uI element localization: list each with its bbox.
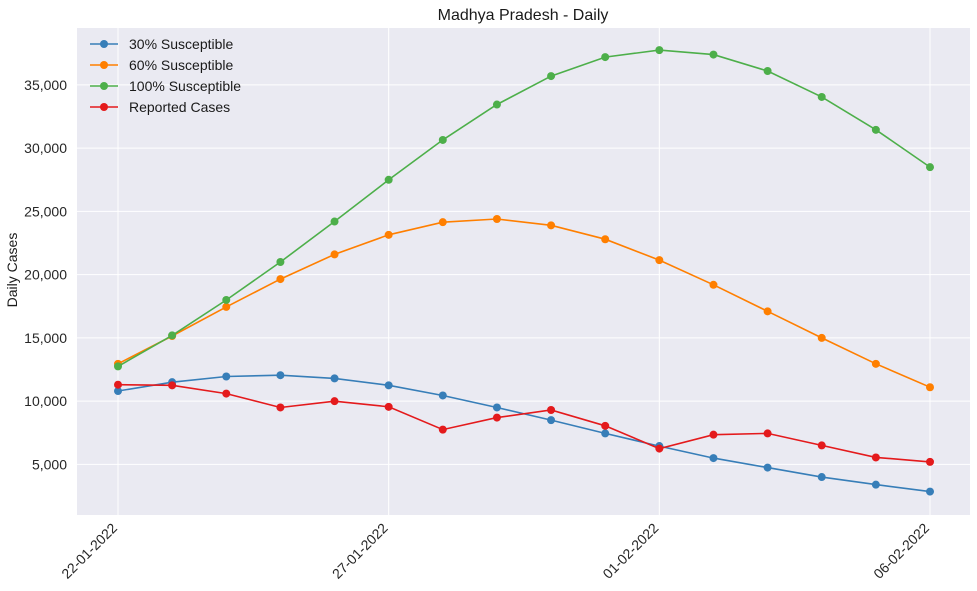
data-point	[871, 480, 880, 489]
legend: 30% Susceptible 60% Susceptible 100% Susce…	[90, 36, 241, 115]
y-tick-label: 15,000	[24, 330, 67, 346]
grid-lines	[77, 28, 970, 515]
data-point	[709, 50, 718, 59]
y-tick-label: 25,000	[24, 203, 67, 219]
data-point	[438, 218, 447, 227]
series-layer	[114, 46, 934, 496]
data-point	[601, 421, 610, 430]
data-point	[330, 217, 339, 226]
data-point	[547, 221, 556, 230]
x-tick-label: 01-02-2022	[599, 520, 661, 582]
y-tick-label: 35,000	[24, 77, 67, 93]
plot-area	[77, 28, 970, 515]
legend-label: Reported Cases	[129, 99, 230, 115]
x-tick-label: 22-01-2022	[58, 520, 120, 582]
data-point	[817, 441, 826, 450]
y-tick-label: 5,000	[32, 456, 67, 472]
data-point	[547, 72, 556, 81]
legend-label: 100% Susceptible	[129, 78, 241, 94]
data-point	[709, 280, 718, 289]
data-point	[709, 454, 718, 463]
data-point	[547, 416, 556, 425]
x-tick-label: 27-01-2022	[329, 520, 391, 582]
data-point	[926, 487, 934, 496]
data-point	[871, 359, 880, 368]
x-tick-label: 06-02-2022	[870, 520, 932, 582]
data-point	[655, 444, 664, 453]
legend-item: 30% Susceptible	[90, 36, 234, 52]
data-point	[817, 473, 826, 482]
y-axis-label: Daily Cases	[4, 233, 20, 308]
chart-title: Madhya Pradesh - Daily	[438, 7, 609, 24]
legend-label: 60% Susceptible	[129, 57, 234, 73]
data-point	[168, 381, 177, 390]
data-point	[926, 383, 934, 392]
data-point	[601, 429, 610, 438]
legend-marker	[100, 61, 108, 69]
y-tick-label: 10,000	[24, 393, 67, 409]
data-point	[763, 463, 772, 472]
legend-marker	[100, 82, 108, 90]
data-point	[330, 397, 339, 406]
legend-marker	[100, 103, 108, 111]
legend-item: 100% Susceptible	[90, 78, 241, 94]
legend-item: Reported Cases	[90, 99, 230, 115]
data-point	[222, 302, 231, 311]
data-point	[601, 53, 610, 62]
data-point	[763, 307, 772, 316]
data-point	[655, 256, 664, 265]
legend-marker	[100, 40, 108, 48]
legend-label: 30% Susceptible	[129, 36, 234, 52]
series-3	[114, 46, 934, 371]
legend-item: 60% Susceptible	[90, 57, 234, 73]
data-point	[276, 275, 285, 284]
data-point	[438, 391, 447, 400]
data-point	[222, 389, 231, 398]
x-axis: 22-01-2022 27-01-2022 01-02-2022 06-02-2022	[58, 520, 932, 582]
data-point	[709, 430, 718, 439]
data-point	[168, 331, 177, 340]
data-point	[384, 230, 393, 239]
data-point	[438, 135, 447, 144]
series-line	[117, 49, 931, 368]
data-point	[871, 453, 880, 462]
series-line	[117, 218, 931, 388]
data-point	[926, 457, 934, 466]
data-point	[384, 381, 393, 390]
data-point	[114, 380, 122, 389]
y-tick-label: 30,000	[24, 140, 67, 156]
series-line	[117, 383, 931, 463]
data-point	[384, 175, 393, 184]
data-point	[492, 215, 501, 224]
data-point	[763, 67, 772, 76]
data-point	[601, 235, 610, 244]
data-point	[114, 387, 122, 396]
series-4	[114, 380, 934, 466]
y-tick-label: 20,000	[24, 267, 67, 283]
data-point	[926, 163, 934, 172]
data-point	[276, 403, 285, 412]
data-point	[871, 125, 880, 134]
data-point	[655, 46, 664, 55]
data-point	[276, 371, 285, 380]
data-point	[222, 372, 231, 381]
data-point	[222, 295, 231, 304]
data-point	[438, 425, 447, 434]
data-point	[384, 402, 393, 411]
data-point	[817, 92, 826, 101]
y-axis: 5,000 10,000 15,000 20,000 25,000 30,000 35,00…	[24, 77, 67, 472]
data-point	[763, 429, 772, 438]
data-point	[114, 362, 122, 371]
data-point	[492, 100, 501, 109]
data-point	[276, 258, 285, 267]
data-point	[817, 333, 826, 342]
data-point	[492, 403, 501, 412]
data-point	[547, 406, 556, 415]
data-point	[330, 374, 339, 383]
data-point	[330, 250, 339, 259]
data-point	[492, 413, 501, 422]
